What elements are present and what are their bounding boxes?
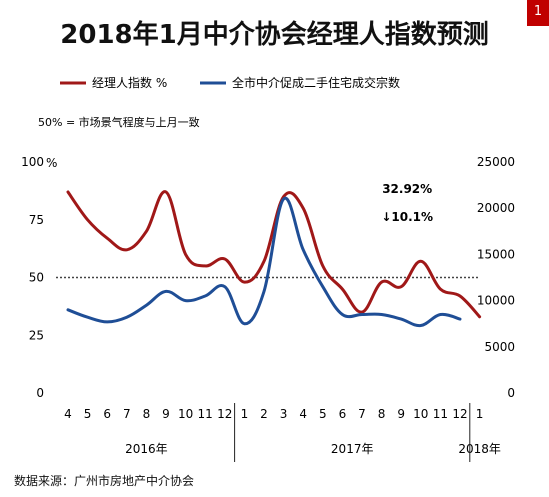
x-axis-tick: 1 bbox=[476, 407, 484, 421]
x-axis-tick: 9 bbox=[162, 407, 170, 421]
x-axis-tick: 5 bbox=[84, 407, 92, 421]
x-axis-tick: 1 bbox=[241, 407, 249, 421]
x-axis-tick: 3 bbox=[280, 407, 288, 421]
series-line-index bbox=[66, 190, 482, 319]
x-axis-tick: 12 bbox=[452, 407, 467, 421]
left-axis-tick: 75 bbox=[29, 213, 44, 227]
x-axis-year-label: 2016年 bbox=[125, 442, 168, 456]
right-axis-tick: 0 bbox=[507, 386, 515, 400]
x-axis-tick: 6 bbox=[339, 407, 347, 421]
x-axis-tick: 11 bbox=[433, 407, 448, 421]
left-axis-tick: 0 bbox=[36, 386, 44, 400]
x-axis-tick: 7 bbox=[123, 407, 131, 421]
left-axis-tick: 50 bbox=[29, 271, 44, 285]
left-axis-tick: 100 bbox=[21, 155, 44, 169]
left-axis-tick: 25 bbox=[29, 328, 44, 342]
right-axis-tick: 15000 bbox=[477, 247, 515, 261]
annotation-index-value: 32.92% bbox=[382, 182, 432, 196]
x-axis-tick: 11 bbox=[198, 407, 213, 421]
legend-label-index: 经理人指数 % bbox=[92, 75, 167, 90]
right-axis-tick: 20000 bbox=[477, 201, 515, 215]
x-axis-tick: 5 bbox=[319, 407, 327, 421]
right-axis-tick: 10000 bbox=[477, 294, 515, 308]
x-axis-tick: 12 bbox=[217, 407, 232, 421]
x-axis-tick: 10 bbox=[413, 407, 428, 421]
reference-note: 50% = 市场景气程度与上月一致 bbox=[38, 115, 200, 129]
x-axis-tick: 7 bbox=[358, 407, 366, 421]
legend-label-volume: 全市中介促成二手住宅成交宗数 bbox=[232, 75, 400, 90]
series-line-volume bbox=[66, 196, 462, 328]
x-axis-tick: 8 bbox=[378, 407, 386, 421]
x-axis-tick: 6 bbox=[103, 407, 111, 421]
x-axis-tick: 8 bbox=[143, 407, 151, 421]
annotation-volume-change: ↓10.1% bbox=[381, 210, 433, 224]
data-source: 数据来源：广州市房地产中介协会 bbox=[14, 474, 195, 488]
x-axis-tick: 9 bbox=[397, 407, 405, 421]
x-axis-tick: 10 bbox=[178, 407, 193, 421]
x-axis-year-label: 2018年 bbox=[458, 442, 501, 456]
x-axis-tick: 2 bbox=[260, 407, 268, 421]
page-number-badge: 1 bbox=[527, 0, 549, 26]
right-axis-tick: 5000 bbox=[484, 340, 515, 354]
x-axis-tick: 4 bbox=[299, 407, 307, 421]
chart-title: 2018年1月中介协会经理人指数预测 bbox=[60, 20, 489, 50]
left-axis-unit: % bbox=[46, 156, 57, 170]
x-axis-tick: 4 bbox=[64, 407, 72, 421]
right-axis-tick: 25000 bbox=[477, 155, 515, 169]
x-axis-year-label: 2017年 bbox=[331, 442, 374, 456]
